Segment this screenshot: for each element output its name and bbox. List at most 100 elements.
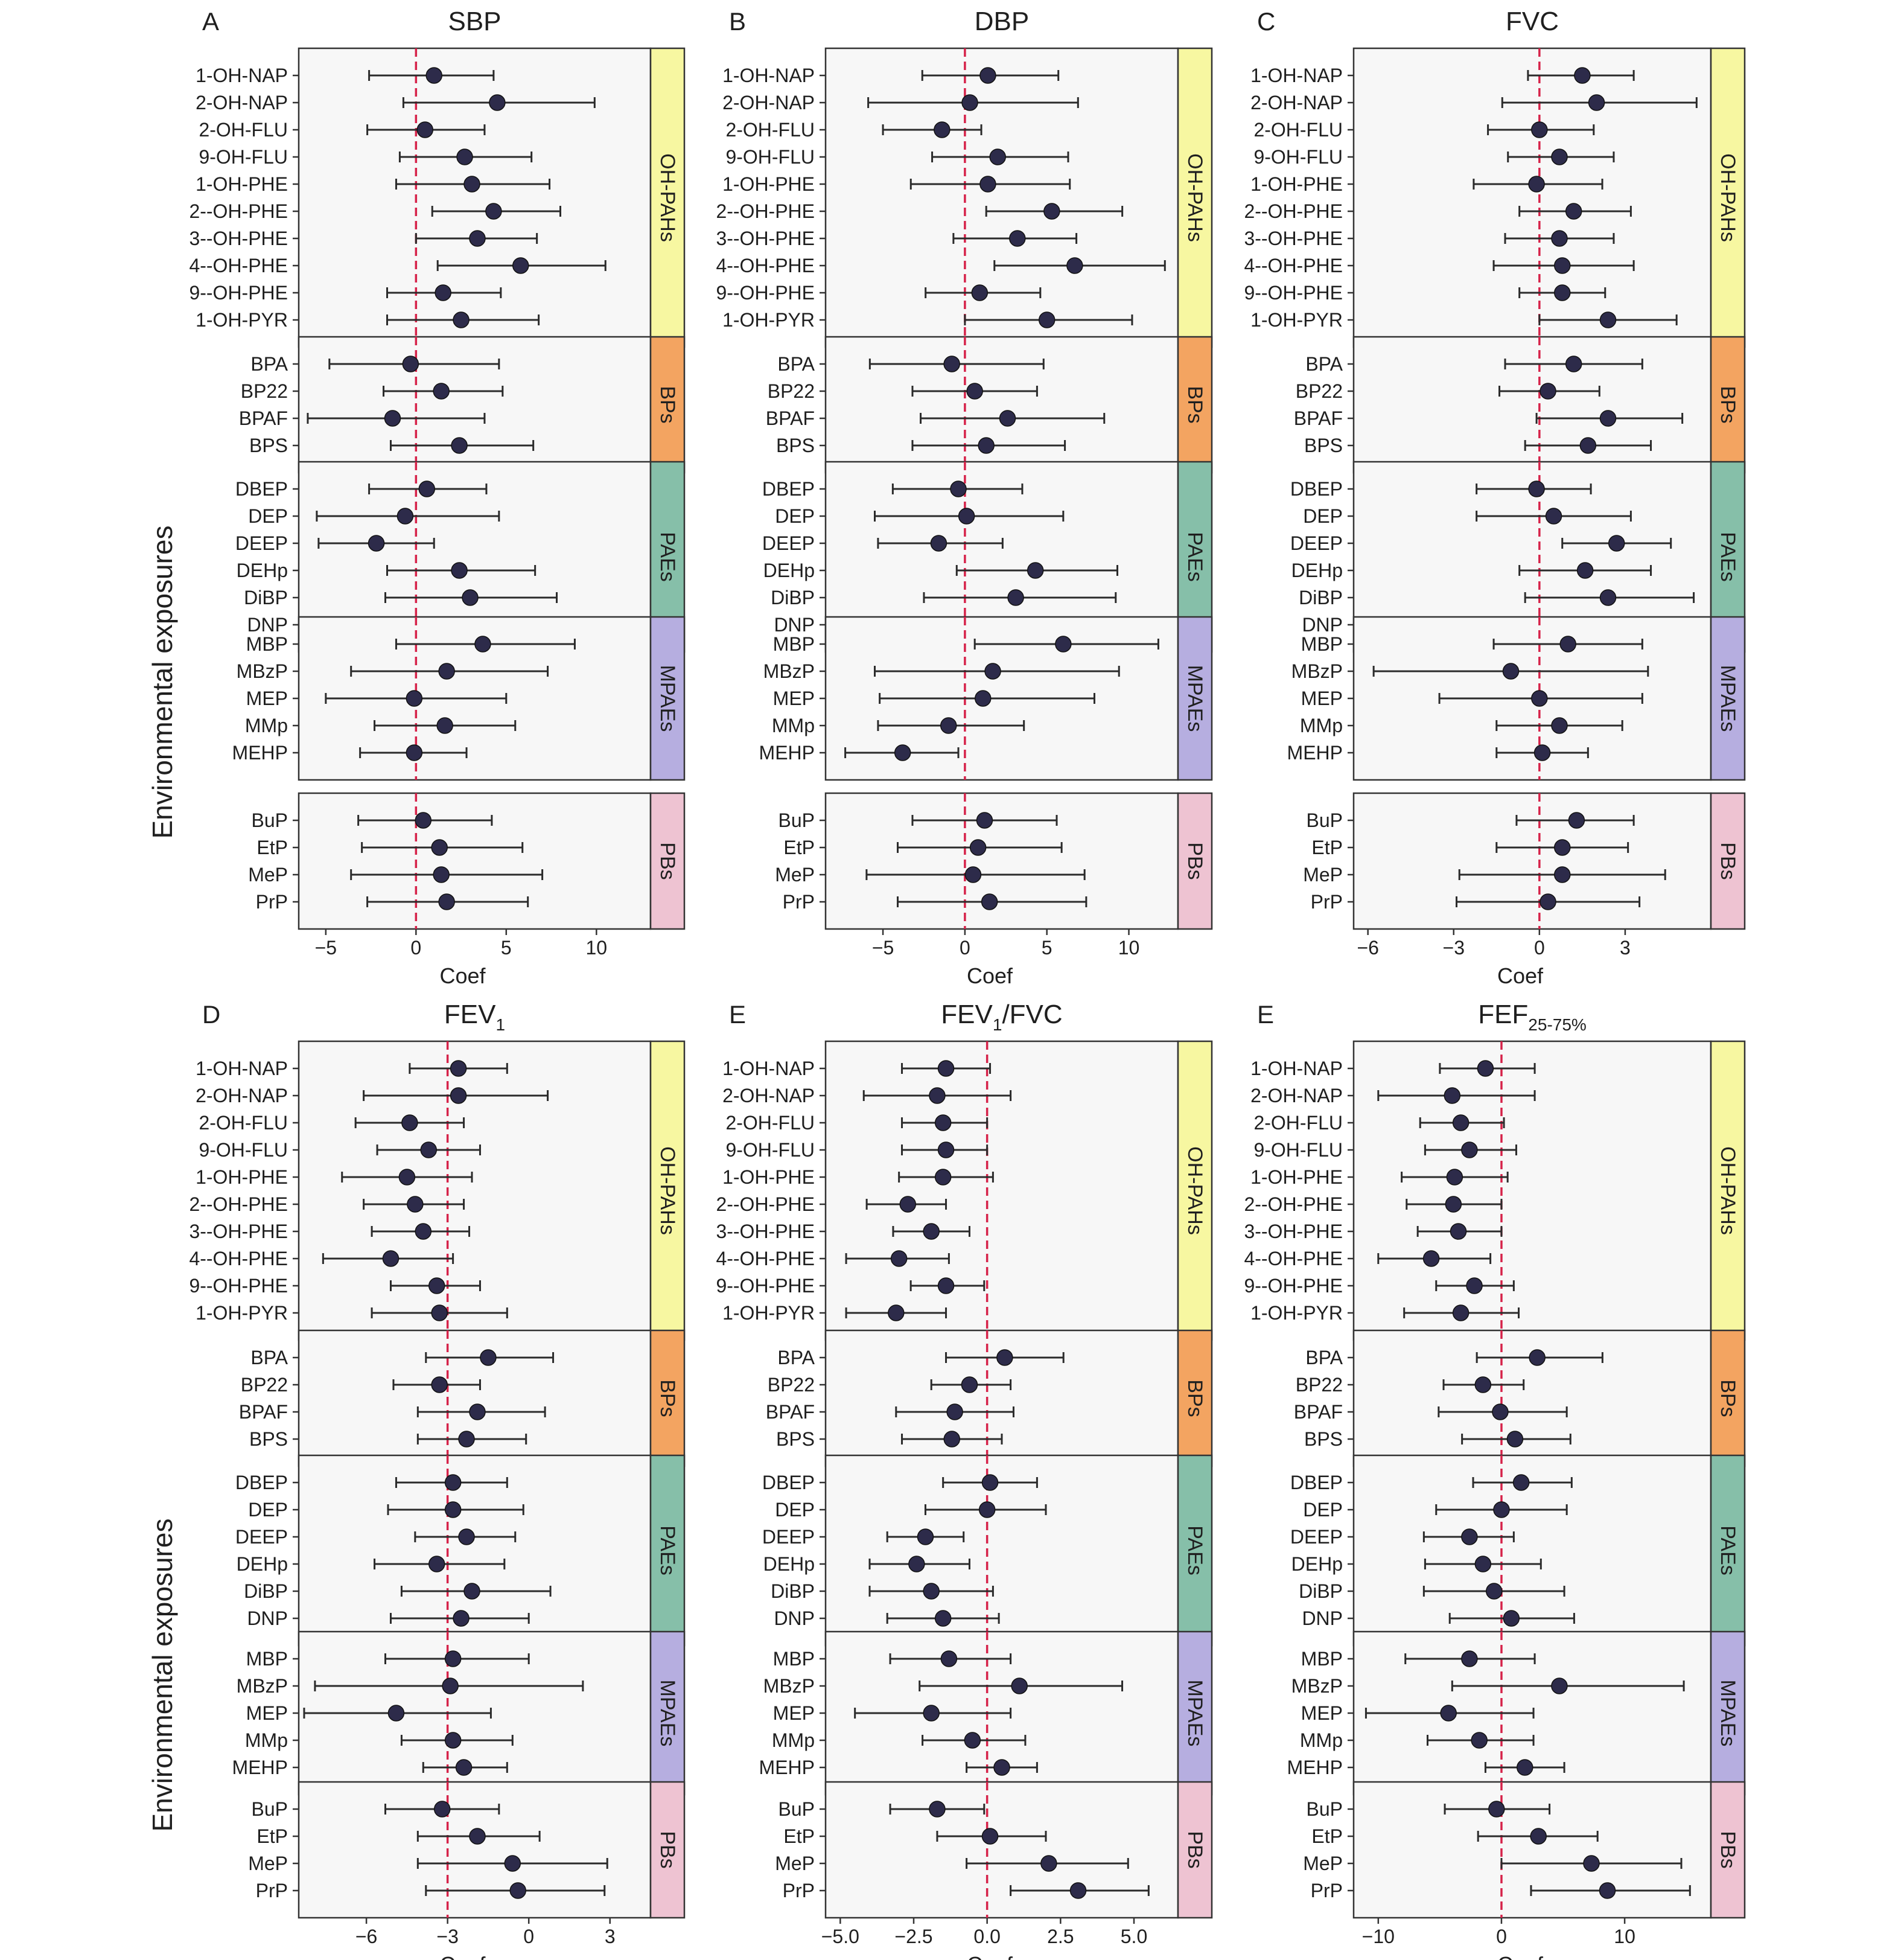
estimate-row-bp22: BP22 <box>241 1374 481 1396</box>
estimate-row-dehp: DEHp <box>763 560 1118 581</box>
facet-strip-label: OH-PAHs <box>656 1146 679 1235</box>
estimate-row-bup: BuP <box>1307 1798 1551 1820</box>
y-tick-label: DBEP <box>1290 478 1343 500</box>
estimate-point <box>1450 1223 1467 1240</box>
y-tick-label: MEHP <box>1287 1757 1343 1778</box>
estimate-row-dep: DEP <box>1303 1499 1568 1521</box>
panel-e-fef25-75: E FEF25-75% OH-PAHs 1-OH-NAP 2-OH-NAP 2-OH-FL… <box>1244 1000 1746 1960</box>
estimate-row-bup: BuP <box>779 809 1058 831</box>
estimate-point <box>1576 562 1594 579</box>
estimate-row-9-oh-phe: 9--OH-PHE <box>1244 1275 1515 1297</box>
plot-area <box>1352 1040 1712 1341</box>
estimate-point <box>978 1501 996 1518</box>
estimate-point <box>1568 812 1585 829</box>
y-tick-label: 2-OH-FLU <box>725 1112 815 1134</box>
estimate-point <box>406 744 423 761</box>
estimate-point <box>509 1882 527 1899</box>
estimate-point <box>433 383 450 400</box>
estimate-row-mbzp: MBzP <box>1291 1675 1685 1697</box>
facet-strip <box>1177 1040 1213 1341</box>
y-tick-label: MMp <box>1300 1729 1343 1751</box>
estimate-point <box>438 893 455 910</box>
y-tick-label: MBP <box>773 1648 815 1670</box>
estimate-row-2-oh-phe: 2--OH-PHE <box>189 200 562 222</box>
group-mpaes: MPAEs MBP MBzP MEP MMp MEHP <box>1287 1630 1746 1796</box>
plot-area <box>298 1040 652 1341</box>
estimate-point <box>978 437 995 454</box>
estimate-point <box>458 1528 475 1545</box>
estimate-row-mmp: MMp <box>1300 1729 1535 1751</box>
y-tick-label: BPAF <box>239 1401 288 1423</box>
y-tick-label: BPAF <box>239 407 288 429</box>
group-pbs: PBs BuP EtP MeP PrP <box>248 792 686 930</box>
estimate-row-mbzp: MBzP <box>1291 660 1649 682</box>
facet-strip-label: BPs <box>1183 1379 1206 1417</box>
estimate-row-dibp: DiBP <box>1299 587 1695 608</box>
estimate-row-mmp: MMp <box>772 1729 1027 1751</box>
panel-letter: B <box>729 7 746 36</box>
y-tick-label: DEHp <box>1291 560 1343 581</box>
plot-area <box>824 47 1179 348</box>
estimate-point <box>1069 1882 1087 1899</box>
estimate-point <box>1565 356 1582 372</box>
y-tick-label: DiBP <box>244 1580 288 1602</box>
x-tick-label: 0.0 <box>973 1926 1000 1947</box>
estimate-point <box>1009 230 1026 247</box>
y-tick-label: 2--OH-PHE <box>1244 1193 1343 1215</box>
estimate-row-dibp: DiBP <box>1299 1580 1565 1602</box>
estimate-row-mbzp: MBzP <box>237 1675 584 1697</box>
group-bps: BPs BPA BP22 BPAF BPS <box>239 336 686 474</box>
estimate-point <box>937 1141 955 1158</box>
estimate-point <box>1553 866 1571 883</box>
estimate-point <box>1445 1196 1462 1213</box>
y-tick-label: 2-OH-FLU <box>199 119 288 141</box>
y-tick-label: MeP <box>1303 864 1343 886</box>
y-tick-label: DiBP <box>1299 1580 1343 1602</box>
estimate-row-dibp: DiBP <box>244 587 558 608</box>
panel-title-main: FEV <box>941 1000 993 1029</box>
x-tick-label: 0 <box>410 937 421 959</box>
y-tick-label: MBP <box>246 633 288 655</box>
y-tick-label: BP22 <box>768 380 815 402</box>
estimate-row-bp22: BP22 <box>1296 1374 1525 1396</box>
estimate-point <box>1502 663 1520 680</box>
y-tick-label: MEHP <box>232 742 288 764</box>
x-tick-label: −5 <box>872 937 894 959</box>
group-paes: PAEs DBEP DEP DEEP DEHp DiBP DNP <box>1290 1454 1746 1647</box>
estimate-row-bpa: BPA <box>1305 353 1643 375</box>
group-paes: PAEs DBEP DEP DEEP DEHp DiBP DNP <box>762 1454 1213 1647</box>
estimate-row-bps: BPS <box>1304 1428 1571 1450</box>
estimate-point <box>415 812 432 829</box>
estimate-row-9-oh-flu: 9-OH-FLU <box>725 1139 989 1161</box>
estimate-point <box>1528 176 1545 193</box>
y-tick-label: BPAF <box>1294 1401 1343 1423</box>
panel-title-main: FEF <box>1478 1000 1528 1029</box>
y-tick-label: EtP <box>783 1825 815 1847</box>
y-tick-label: MEP <box>246 688 288 709</box>
panel-b-dbp: B DBP OH-PAHs 1-OH-NAP 2-OH-NAP 2-OH-FLU 9-OH-… <box>716 7 1213 988</box>
group-bps: BPs BPA BP22 BPAF BPS <box>1294 1329 1746 1467</box>
group-pbs: PBs BuP EtP MeP PrP <box>775 792 1213 930</box>
estimate-point <box>444 1650 462 1667</box>
group-pbs: PBs BuP EtP MeP PrP <box>775 1781 1213 1919</box>
estimate-row-2-oh-flu: 2-OH-FLU <box>1253 119 1595 141</box>
facet-strip-label: OH-PAHs <box>1716 153 1739 242</box>
estimate-row-mep: MEP <box>773 1702 1012 1724</box>
estimate-point <box>888 1304 905 1321</box>
estimate-row-mbp: MBP <box>773 1648 1012 1670</box>
x-tick-label: 0 <box>523 1926 534 1947</box>
facet-strip-label: PBs <box>1183 1831 1206 1868</box>
facet-strip-label: PAEs <box>656 1525 679 1575</box>
estimate-row-bpaf: BPAF <box>766 1401 1014 1423</box>
y-tick-label: 3--OH-PHE <box>189 1221 288 1242</box>
plot-area <box>1352 1454 1712 1647</box>
y-tick-label: 9--OH-PHE <box>716 282 815 304</box>
estimate-row-bpaf: BPAF <box>1294 1401 1568 1423</box>
estimate-row-dbep: DBEP <box>762 478 1024 500</box>
group-bps: BPs BPA BP22 BPAF BPS <box>239 1329 686 1467</box>
y-tick-label: DEHp <box>763 1553 815 1575</box>
y-tick-label: DiBP <box>771 1580 815 1602</box>
y-tick-label: DBEP <box>235 478 288 500</box>
x-tick-label: 0 <box>1534 937 1545 959</box>
estimate-row-mep: MEP <box>246 1702 492 1724</box>
